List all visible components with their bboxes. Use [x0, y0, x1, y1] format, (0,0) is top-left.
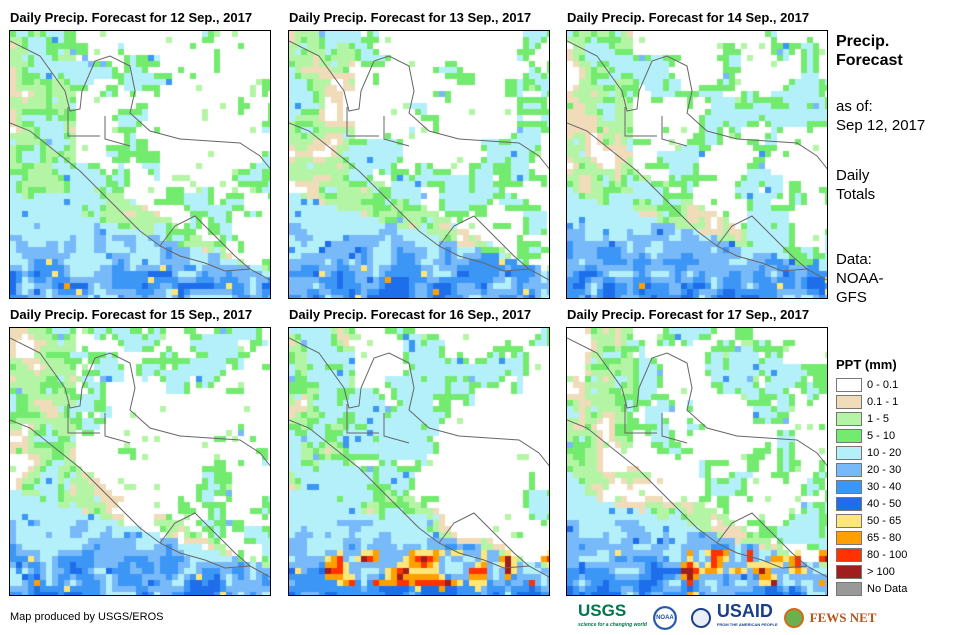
totals-note: Daily Totals: [836, 166, 875, 204]
legend-item: No Data: [836, 580, 907, 597]
legend-item: 50 - 65: [836, 512, 907, 529]
legend-swatch: [836, 462, 862, 477]
panel-title: Daily Precip. Forecast for 17 Sep., 2017: [567, 307, 810, 322]
logo-strip: USGS science for a changing world NOAA U…: [578, 601, 877, 632]
country-borders: [567, 40, 827, 281]
panel-title: Daily Precip. Forecast for 16 Sep., 2017: [289, 307, 532, 322]
legend-label: 65 - 80: [867, 531, 902, 544]
legend-swatch: [836, 428, 862, 443]
legend-label: 30 - 40: [867, 480, 902, 493]
map-title: Precip. Forecast: [836, 32, 903, 70]
legend-swatch: [836, 445, 862, 460]
legend-label: 50 - 65: [867, 514, 902, 527]
as-of-label: as of:: [836, 98, 873, 115]
country-borders: [289, 337, 549, 578]
coastline: [567, 40, 827, 281]
totals-line: Daily: [836, 167, 870, 184]
legend-item: 10 - 20: [836, 444, 907, 461]
legend-item: 65 - 80: [836, 529, 907, 546]
noaa-logo: NOAA: [652, 606, 677, 630]
totals-line: Totals: [836, 186, 876, 203]
legend-label: 5 - 10: [867, 429, 896, 442]
legend-swatch: [836, 564, 862, 579]
precip-map-day1: [9, 30, 271, 299]
legend-swatch: [836, 496, 862, 511]
title-line: Precip.: [836, 33, 890, 50]
panel-title: Daily Precip. Forecast for 13 Sep., 2017: [289, 10, 532, 25]
legend-item: 0.1 - 1: [836, 393, 907, 410]
legend-swatch: [836, 530, 862, 545]
legend-label: No Data: [867, 582, 908, 595]
legend-item: 20 - 30: [836, 461, 907, 478]
usaid-logo: USAID FROM THE AMERICAN PEOPLE: [716, 601, 778, 632]
coastline: [567, 337, 827, 578]
legend-label: > 100: [867, 565, 895, 578]
noaa-wordmark: NOAA: [656, 615, 674, 621]
precip-map-day4: [9, 327, 271, 596]
legend-swatch: [836, 411, 862, 426]
precip-map-day2: [288, 30, 550, 299]
country-borders: [567, 337, 827, 578]
data-line: Data:: [836, 251, 872, 268]
legend-swatch: [836, 479, 862, 494]
legend: PPT (mm) 0 - 0.1 0.1 - 1 1 - 5 5 - 10 10 - 2…: [836, 357, 907, 597]
legend-label: 0 - 0.1: [867, 378, 899, 391]
usgs-logo: USGS science for a changing world: [578, 601, 647, 632]
legend-item: 1 - 5: [836, 410, 907, 427]
legend-label: 40 - 50: [867, 497, 902, 510]
legend-item: > 100: [836, 563, 907, 580]
legend-swatch: [836, 513, 862, 528]
usaid-wordmark: USAID: [716, 601, 773, 621]
credit-text: Map produced by USGS/EROS: [10, 611, 164, 623]
title-line: Forecast: [836, 52, 903, 69]
legend-title: PPT (mm): [836, 357, 897, 372]
usgs-tagline: science for a changing world: [578, 622, 647, 628]
legend-label: 10 - 20: [867, 446, 902, 459]
legend-item: 5 - 10: [836, 427, 907, 444]
legend-label: 1 - 5: [867, 412, 890, 425]
legend-label: 80 - 100: [867, 548, 908, 561]
coastline: [10, 40, 270, 281]
legend-swatch: [836, 547, 862, 562]
legend-item: 40 - 50: [836, 495, 907, 512]
precip-map-day3: [566, 30, 828, 299]
legend-label: 20 - 30: [867, 463, 902, 476]
legend-swatch: [836, 581, 862, 596]
as-of-value: Sep 12, 2017: [836, 117, 926, 134]
coastline: [289, 40, 549, 281]
coastline: [289, 337, 549, 578]
as-of-date: as of: Sep 12, 2017: [836, 97, 925, 135]
panel-title: Daily Precip. Forecast for 12 Sep., 2017: [10, 10, 253, 25]
panel-title: Daily Precip. Forecast for 14 Sep., 2017: [567, 10, 810, 25]
legend-swatch: [836, 377, 862, 392]
legend-item: 30 - 40: [836, 478, 907, 495]
usgs-wordmark: USGS: [578, 601, 627, 620]
panel-title: Daily Precip. Forecast for 15 Sep., 2017: [10, 307, 253, 322]
data-line: NOAA-: [836, 270, 884, 287]
usaid-tagline: FROM THE AMERICAN PEOPLE: [716, 622, 778, 627]
country-borders: [10, 337, 270, 578]
country-borders: [289, 40, 549, 281]
coastline: [10, 337, 270, 578]
legend-label: 0.1 - 1: [867, 395, 899, 408]
data-line: GFS: [836, 289, 867, 306]
precip-map-day6: [566, 327, 828, 596]
legend-item: 80 - 100: [836, 546, 907, 563]
country-borders: [10, 40, 270, 281]
usaid-seal-icon: [690, 608, 711, 628]
legend-item: 0 - 0.1: [836, 376, 907, 393]
legend-swatch: [836, 394, 862, 409]
fewsnet-logo: FEWS NET: [809, 610, 877, 625]
data-source: Data: NOAA- GFS: [836, 250, 884, 307]
fewsnet-globe-icon: [783, 608, 804, 628]
precip-map-day5: [288, 327, 550, 596]
